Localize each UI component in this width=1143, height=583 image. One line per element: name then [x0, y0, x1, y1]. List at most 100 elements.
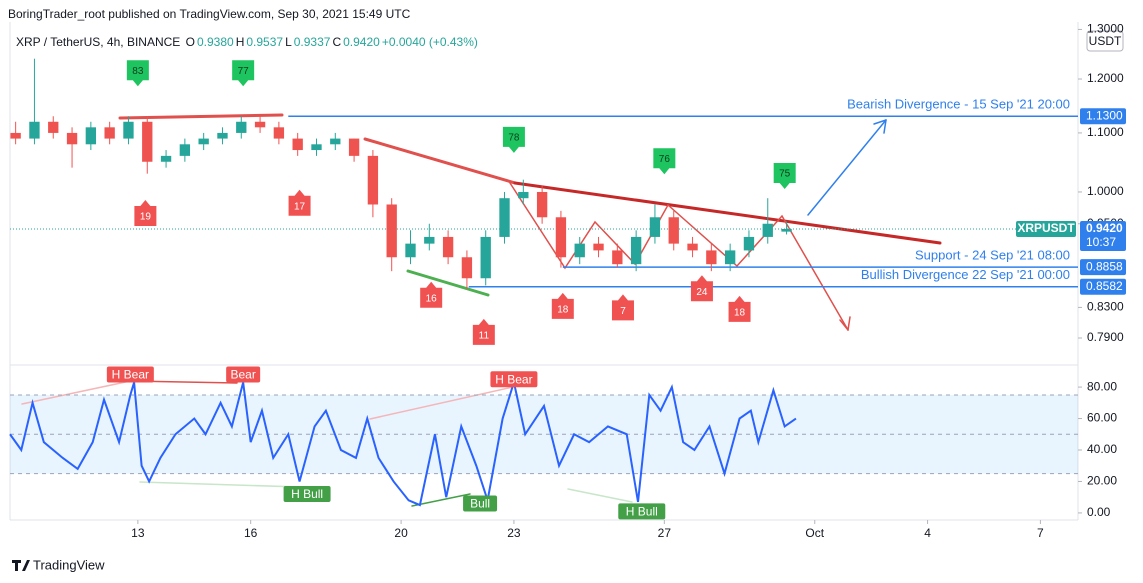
rsi-line — [9, 378, 797, 507]
divergence-line — [21, 380, 131, 405]
candle-body — [198, 138, 209, 145]
ohlc-value: 0.9537 — [246, 35, 284, 49]
signal-marker — [288, 189, 311, 216]
signal-marker — [551, 292, 574, 319]
candle-body — [142, 121, 153, 162]
divergence-marker — [226, 366, 261, 383]
y-tick-label: 1.0000 — [1087, 184, 1124, 198]
candle-body — [743, 236, 755, 251]
divergence-label: Bear — [230, 368, 255, 382]
candle-body — [10, 132, 21, 139]
candle-body — [518, 191, 529, 199]
arrow-head — [847, 316, 851, 331]
candle-body — [574, 243, 585, 258]
signal-label: 24 — [696, 287, 708, 298]
signal-label: 75 — [779, 169, 791, 180]
y-tick-label: 0.7900 — [1087, 330, 1124, 344]
candle-body — [29, 121, 40, 139]
ohlc-key: H — [235, 35, 245, 49]
candle-body — [781, 228, 792, 232]
divergence-line — [567, 488, 633, 503]
candle-body — [480, 236, 491, 279]
divergence-marker — [106, 366, 154, 383]
price-box — [1080, 278, 1126, 295]
signal-marker — [420, 281, 443, 308]
candle-body — [254, 121, 266, 128]
candle-body — [593, 243, 604, 251]
price-box-label: 0.8582 — [1086, 279, 1123, 293]
y-tick-label: 20.00 — [1087, 474, 1117, 488]
candle-body — [236, 121, 247, 133]
divergence-marker — [283, 486, 331, 503]
signal-marker — [232, 60, 255, 87]
signal-label: 18 — [557, 305, 569, 316]
signal-marker — [690, 275, 713, 302]
signal-marker — [502, 126, 525, 153]
divergence-marker — [463, 495, 498, 512]
divergence-line — [139, 481, 301, 488]
signal-marker — [773, 163, 796, 190]
divergence-label: H Bear — [112, 368, 149, 382]
signal-label: 11 — [479, 331, 490, 342]
candle-body — [179, 144, 191, 156]
x-tick-label: 4 — [924, 526, 931, 540]
divergence-label: H Bull — [291, 487, 323, 501]
price-line-text: Bearish Divergence - 15 Sep '21 20:00 — [847, 97, 1070, 112]
signal-marker — [653, 148, 676, 175]
divergence-line — [411, 493, 471, 507]
signal-label: 7 — [620, 306, 626, 317]
candle-body — [48, 121, 59, 133]
signal-label: 76 — [659, 154, 671, 165]
arrow — [807, 119, 887, 216]
candle-body — [311, 144, 322, 151]
x-tick-label: 27 — [658, 526, 672, 540]
signal-marker — [472, 318, 495, 345]
price-line-text: Support - 24 Sep '21 08:00 — [915, 248, 1070, 263]
x-tick-label: 20 — [394, 526, 408, 540]
candle-body — [273, 127, 285, 139]
arrow-head — [873, 119, 887, 125]
candle-body — [536, 191, 548, 218]
y-tick-label: 1.1000 — [1087, 125, 1124, 139]
candle-body — [85, 127, 97, 145]
y-tick-label: 0.8300 — [1087, 300, 1124, 314]
divergence-label: H Bear — [495, 372, 532, 386]
candle-body — [386, 204, 397, 258]
signal-marker — [126, 60, 149, 87]
candle-body — [160, 155, 172, 162]
candle-body — [724, 250, 736, 265]
y-tick-label: 60.00 — [1087, 411, 1117, 425]
candle-body — [649, 217, 661, 237]
symbol-box — [1016, 220, 1076, 237]
y-tick-label: 1.2000 — [1087, 71, 1124, 85]
candle-body — [555, 217, 567, 258]
candle-body — [630, 236, 642, 265]
x-tick-label: 7 — [1037, 526, 1044, 540]
x-tick-label: 23 — [507, 526, 521, 540]
logo-mark — [12, 560, 30, 571]
currency: USDT — [1089, 34, 1122, 48]
divergence-marker — [490, 371, 538, 388]
arrow-head — [883, 119, 887, 134]
signal-marker — [611, 294, 634, 321]
candle-body — [687, 243, 698, 251]
publisher: BoringTrader_root published on TradingVi… — [8, 7, 411, 21]
last-price-label: 0.9420 — [1086, 221, 1123, 235]
ohlc-key: C — [332, 35, 342, 49]
currency-box — [1086, 30, 1124, 52]
ohlc-key: L — [285, 35, 292, 49]
last-price-box — [1080, 220, 1126, 251]
y-tick-label: 0.00 — [1087, 505, 1111, 519]
candle-body — [348, 138, 360, 156]
arrow-head — [839, 319, 849, 331]
candle-body — [424, 236, 435, 244]
y-tick-label: 40.00 — [1087, 442, 1117, 456]
x-tick-label: 16 — [244, 526, 258, 540]
candle-body — [461, 257, 473, 279]
legend: XRP / TetherUS, 4h, BINANCE O 0.9380 H 0.95… — [16, 35, 480, 49]
price-line-text: Bullish Divergence 22 Sep '21 00:00 — [861, 267, 1070, 282]
candle-body — [706, 250, 717, 265]
divergence-line — [369, 386, 514, 420]
candle-body — [668, 217, 679, 244]
